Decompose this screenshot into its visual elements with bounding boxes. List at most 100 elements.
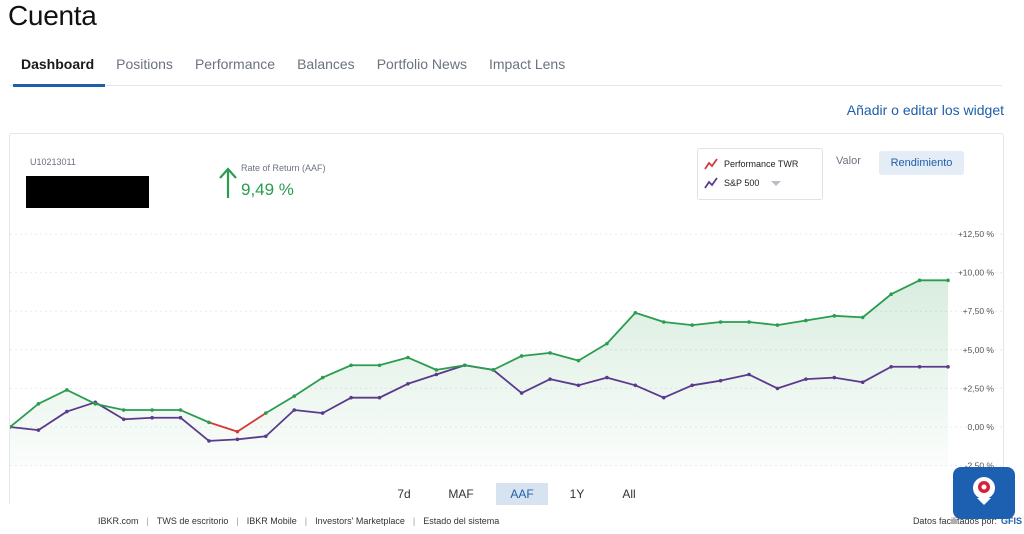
rate-of-return-label: Rate of Return (AAF) xyxy=(241,163,326,173)
tab-portfolio-news[interactable]: Portfolio News xyxy=(376,56,467,72)
data-point-s-p-500 xyxy=(946,364,950,369)
toggle-valor[interactable]: Valor xyxy=(836,155,861,167)
footer: IBKR.com | TWS de escritorio | IBKR Mobi… xyxy=(0,505,1024,534)
series-segment-performance-twr xyxy=(748,321,779,326)
data-point-performance-twr xyxy=(406,355,410,360)
series-segment-performance-twr xyxy=(463,364,495,371)
data-point-s-p-500 xyxy=(804,377,808,381)
series-segment-performance-twr xyxy=(179,409,210,424)
data-point-performance-twr xyxy=(775,323,780,327)
data-point-s-p-500 xyxy=(832,375,837,380)
series-segment-performance-twr xyxy=(634,311,665,323)
chevron-down-icon[interactable] xyxy=(771,180,782,186)
series-segment-performance-twr xyxy=(691,321,722,326)
series-segment-performance-twr xyxy=(37,389,68,405)
tab-performance[interactable]: Performance xyxy=(194,56,276,72)
performance-area xyxy=(10,280,948,466)
legend-label: S&P 500 xyxy=(724,178,760,188)
trend-line-icon xyxy=(704,158,718,170)
series-segment-performance-twr xyxy=(520,351,551,357)
chat-assistant-icon xyxy=(973,477,995,505)
gfis-logo[interactable]: GFIS xyxy=(1000,516,1022,526)
data-point-performance-twr xyxy=(860,315,865,320)
series-segment-s-p-500 xyxy=(10,426,40,431)
series-legend[interactable]: Performance TWR S&P 500 xyxy=(697,148,823,200)
chat-assistant-button[interactable] xyxy=(953,467,1015,519)
footer-separator: | xyxy=(146,516,149,526)
data-point-performance-twr xyxy=(36,402,41,406)
data-point-performance-twr xyxy=(121,408,126,412)
footer-separator: | xyxy=(236,516,239,526)
footer-link-ibkr[interactable]: IBKR.com xyxy=(98,516,139,526)
tab-positions[interactable]: Positions xyxy=(116,56,173,72)
y-tick-label: +5,00 % xyxy=(963,345,995,355)
range-all-button[interactable]: All xyxy=(622,487,636,501)
data-point-s-p-500 xyxy=(576,383,581,388)
data-point-performance-twr xyxy=(10,425,12,429)
data-provider: Datos facilitados por: GFIS xyxy=(913,516,1022,526)
trend-line-icon xyxy=(704,177,718,189)
footer-link-mobile[interactable]: IBKR Mobile xyxy=(246,516,297,526)
series-segment-s-p-500 xyxy=(208,438,239,442)
legend-item-performance-twr[interactable]: Performance TWR xyxy=(704,158,798,170)
data-point-performance-twr xyxy=(150,408,154,412)
data-point-s-p-500 xyxy=(65,409,69,414)
range-1y-button[interactable]: 1Y xyxy=(569,487,585,501)
data-point-performance-twr xyxy=(377,363,382,368)
data-point-performance-twr xyxy=(747,320,751,324)
data-point-performance-twr xyxy=(349,363,353,368)
series-segment-s-p-500 xyxy=(549,378,580,387)
data-point-s-p-500 xyxy=(320,411,325,415)
data-point-s-p-500 xyxy=(235,437,240,442)
redacted-account-name xyxy=(26,176,149,208)
data-point-s-p-500 xyxy=(775,386,780,391)
series-segment-s-p-500 xyxy=(378,382,409,399)
edit-widgets-link[interactable]: Añadir o editar los widget xyxy=(846,102,1004,118)
tab-dashboard[interactable]: Dashboard xyxy=(10,48,106,87)
data-point-s-p-500 xyxy=(292,408,297,412)
data-point-performance-twr xyxy=(633,310,638,315)
series-segment-s-p-500 xyxy=(492,368,523,394)
toggle-rendimiento[interactable]: Rendimiento xyxy=(879,151,964,175)
data-point-s-p-500 xyxy=(860,380,865,385)
footer-link-status[interactable]: Estado del sistema xyxy=(423,516,500,526)
series-segment-performance-twr xyxy=(65,389,97,405)
data-point-s-p-500 xyxy=(519,391,524,395)
tab-impact-lens[interactable]: Impact Lens xyxy=(488,56,566,72)
data-point-performance-twr xyxy=(804,318,808,323)
footer-link-marketplace[interactable]: Investors' Marketplace xyxy=(315,516,405,526)
data-point-s-p-500 xyxy=(889,364,893,369)
y-tick-label: 0,00 % xyxy=(968,422,995,432)
time-range-selector: 7d MAF AAF 1Y All xyxy=(382,483,652,505)
footer-links: IBKR.com | TWS de escritorio | IBKR Mobi… xyxy=(98,516,499,526)
range-aaf-button[interactable]: AAF xyxy=(496,483,548,505)
data-point-performance-twr xyxy=(946,278,950,283)
series-segment-performance-twr xyxy=(264,395,296,415)
data-point-s-p-500 xyxy=(690,383,694,388)
data-point-performance-twr xyxy=(434,368,439,372)
data-point-performance-twr xyxy=(462,363,467,368)
series-segment-s-p-500 xyxy=(264,409,296,438)
data-point-s-p-500 xyxy=(207,439,211,443)
data-point-s-p-500 xyxy=(548,377,552,381)
data-point-performance-twr xyxy=(207,420,211,425)
footer-link-tws[interactable]: TWS de escritorio xyxy=(156,516,229,526)
legend-item-sp500[interactable]: S&P 500 xyxy=(704,177,782,189)
data-point-performance-twr xyxy=(93,402,98,406)
tab-balances[interactable]: Balances xyxy=(297,56,355,72)
range-7d-button[interactable]: 7d xyxy=(397,487,411,501)
tab-bar: Dashboard Positions Performance Balances… xyxy=(10,48,1002,87)
series-segment-s-p-500 xyxy=(662,384,694,399)
series-segment-s-p-500 xyxy=(861,365,893,384)
series-segment-s-p-500 xyxy=(776,378,807,390)
series-segment-s-p-500 xyxy=(236,435,267,441)
data-point-performance-twr xyxy=(690,323,694,327)
data-point-s-p-500 xyxy=(121,417,126,422)
data-point-s-p-500 xyxy=(150,415,154,420)
y-tick-label: +10,00 % xyxy=(958,268,995,278)
series-segment-s-p-500 xyxy=(804,376,836,381)
range-maf-button[interactable]: MAF xyxy=(448,487,474,501)
data-point-s-p-500 xyxy=(406,381,410,386)
footer-separator: | xyxy=(412,516,416,526)
series-segment-s-p-500 xyxy=(65,401,97,413)
